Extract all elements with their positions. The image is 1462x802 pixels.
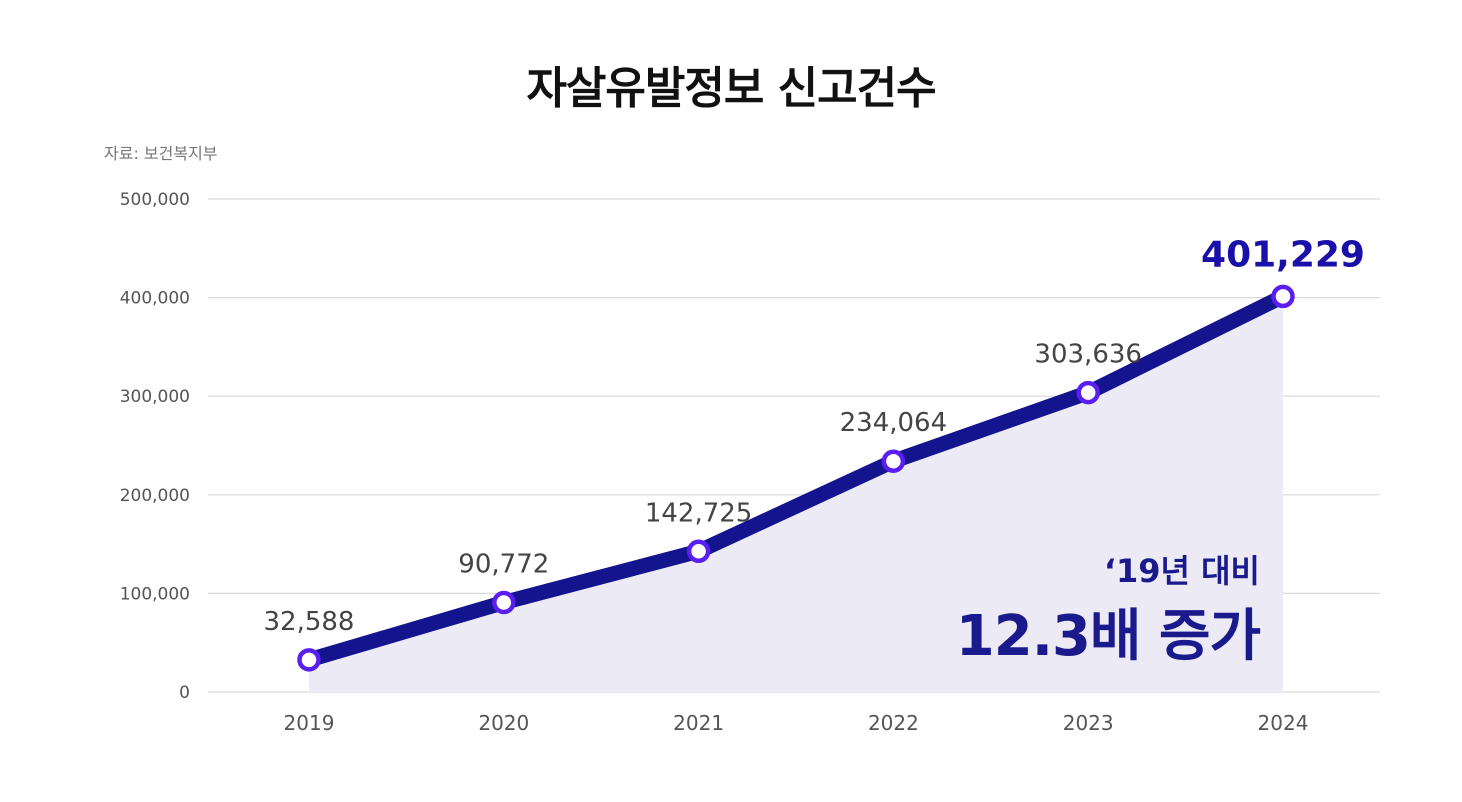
x-tick-label: 2023 (1063, 711, 1114, 735)
data-point-marker (492, 590, 516, 615)
x-tick-label: 2024 (1258, 711, 1309, 735)
x-tick-label: 2021 (673, 711, 724, 735)
data-point-marker (297, 648, 321, 672)
data-point-marker (686, 539, 711, 564)
y-tick-label: 100,000 (120, 584, 190, 604)
x-tick-label: 2022 (868, 711, 919, 735)
y-tick-label: 200,000 (120, 486, 190, 506)
data-label: 32,588 (264, 607, 355, 637)
series-polyline (301, 288, 1291, 668)
data-label: 90,772 (458, 549, 549, 579)
data-point-marker (1076, 380, 1100, 405)
chart-title: 자살유발정보 신고건수 (526, 63, 936, 114)
annotation-line1: ‘19년 대비 (1104, 552, 1260, 590)
markers (297, 284, 1295, 672)
data-label: 234,064 (840, 408, 948, 438)
y-tick-label: 0 (179, 683, 190, 703)
data-point-marker (881, 449, 906, 473)
x-tick-label: 2019 (284, 711, 335, 735)
data-point-marker (1271, 284, 1295, 309)
source-note: 자료: 보건복지부 (104, 144, 218, 163)
y-tick-label: 300,000 (120, 387, 190, 407)
x-tick-label: 2020 (478, 711, 529, 735)
y-tick-labels: 0 100,000 200,000 300,000 400,000 500,000 (120, 190, 190, 703)
y-tick-label: 500,000 (120, 190, 190, 210)
data-label: 401,229 (1201, 234, 1365, 275)
data-label: 303,636 (1034, 340, 1142, 370)
series-line (301, 288, 1291, 668)
data-label: 142,725 (645, 498, 753, 528)
annotation-line2: 12.3배 증가 (956, 604, 1261, 669)
data-labels: 32,588 90,772 142,725 234,064 303,636 401,229 (264, 234, 1365, 636)
y-tick-label: 400,000 (120, 289, 190, 309)
x-tick-labels: 2019 2020 2021 2022 2023 2024 (284, 711, 1309, 735)
